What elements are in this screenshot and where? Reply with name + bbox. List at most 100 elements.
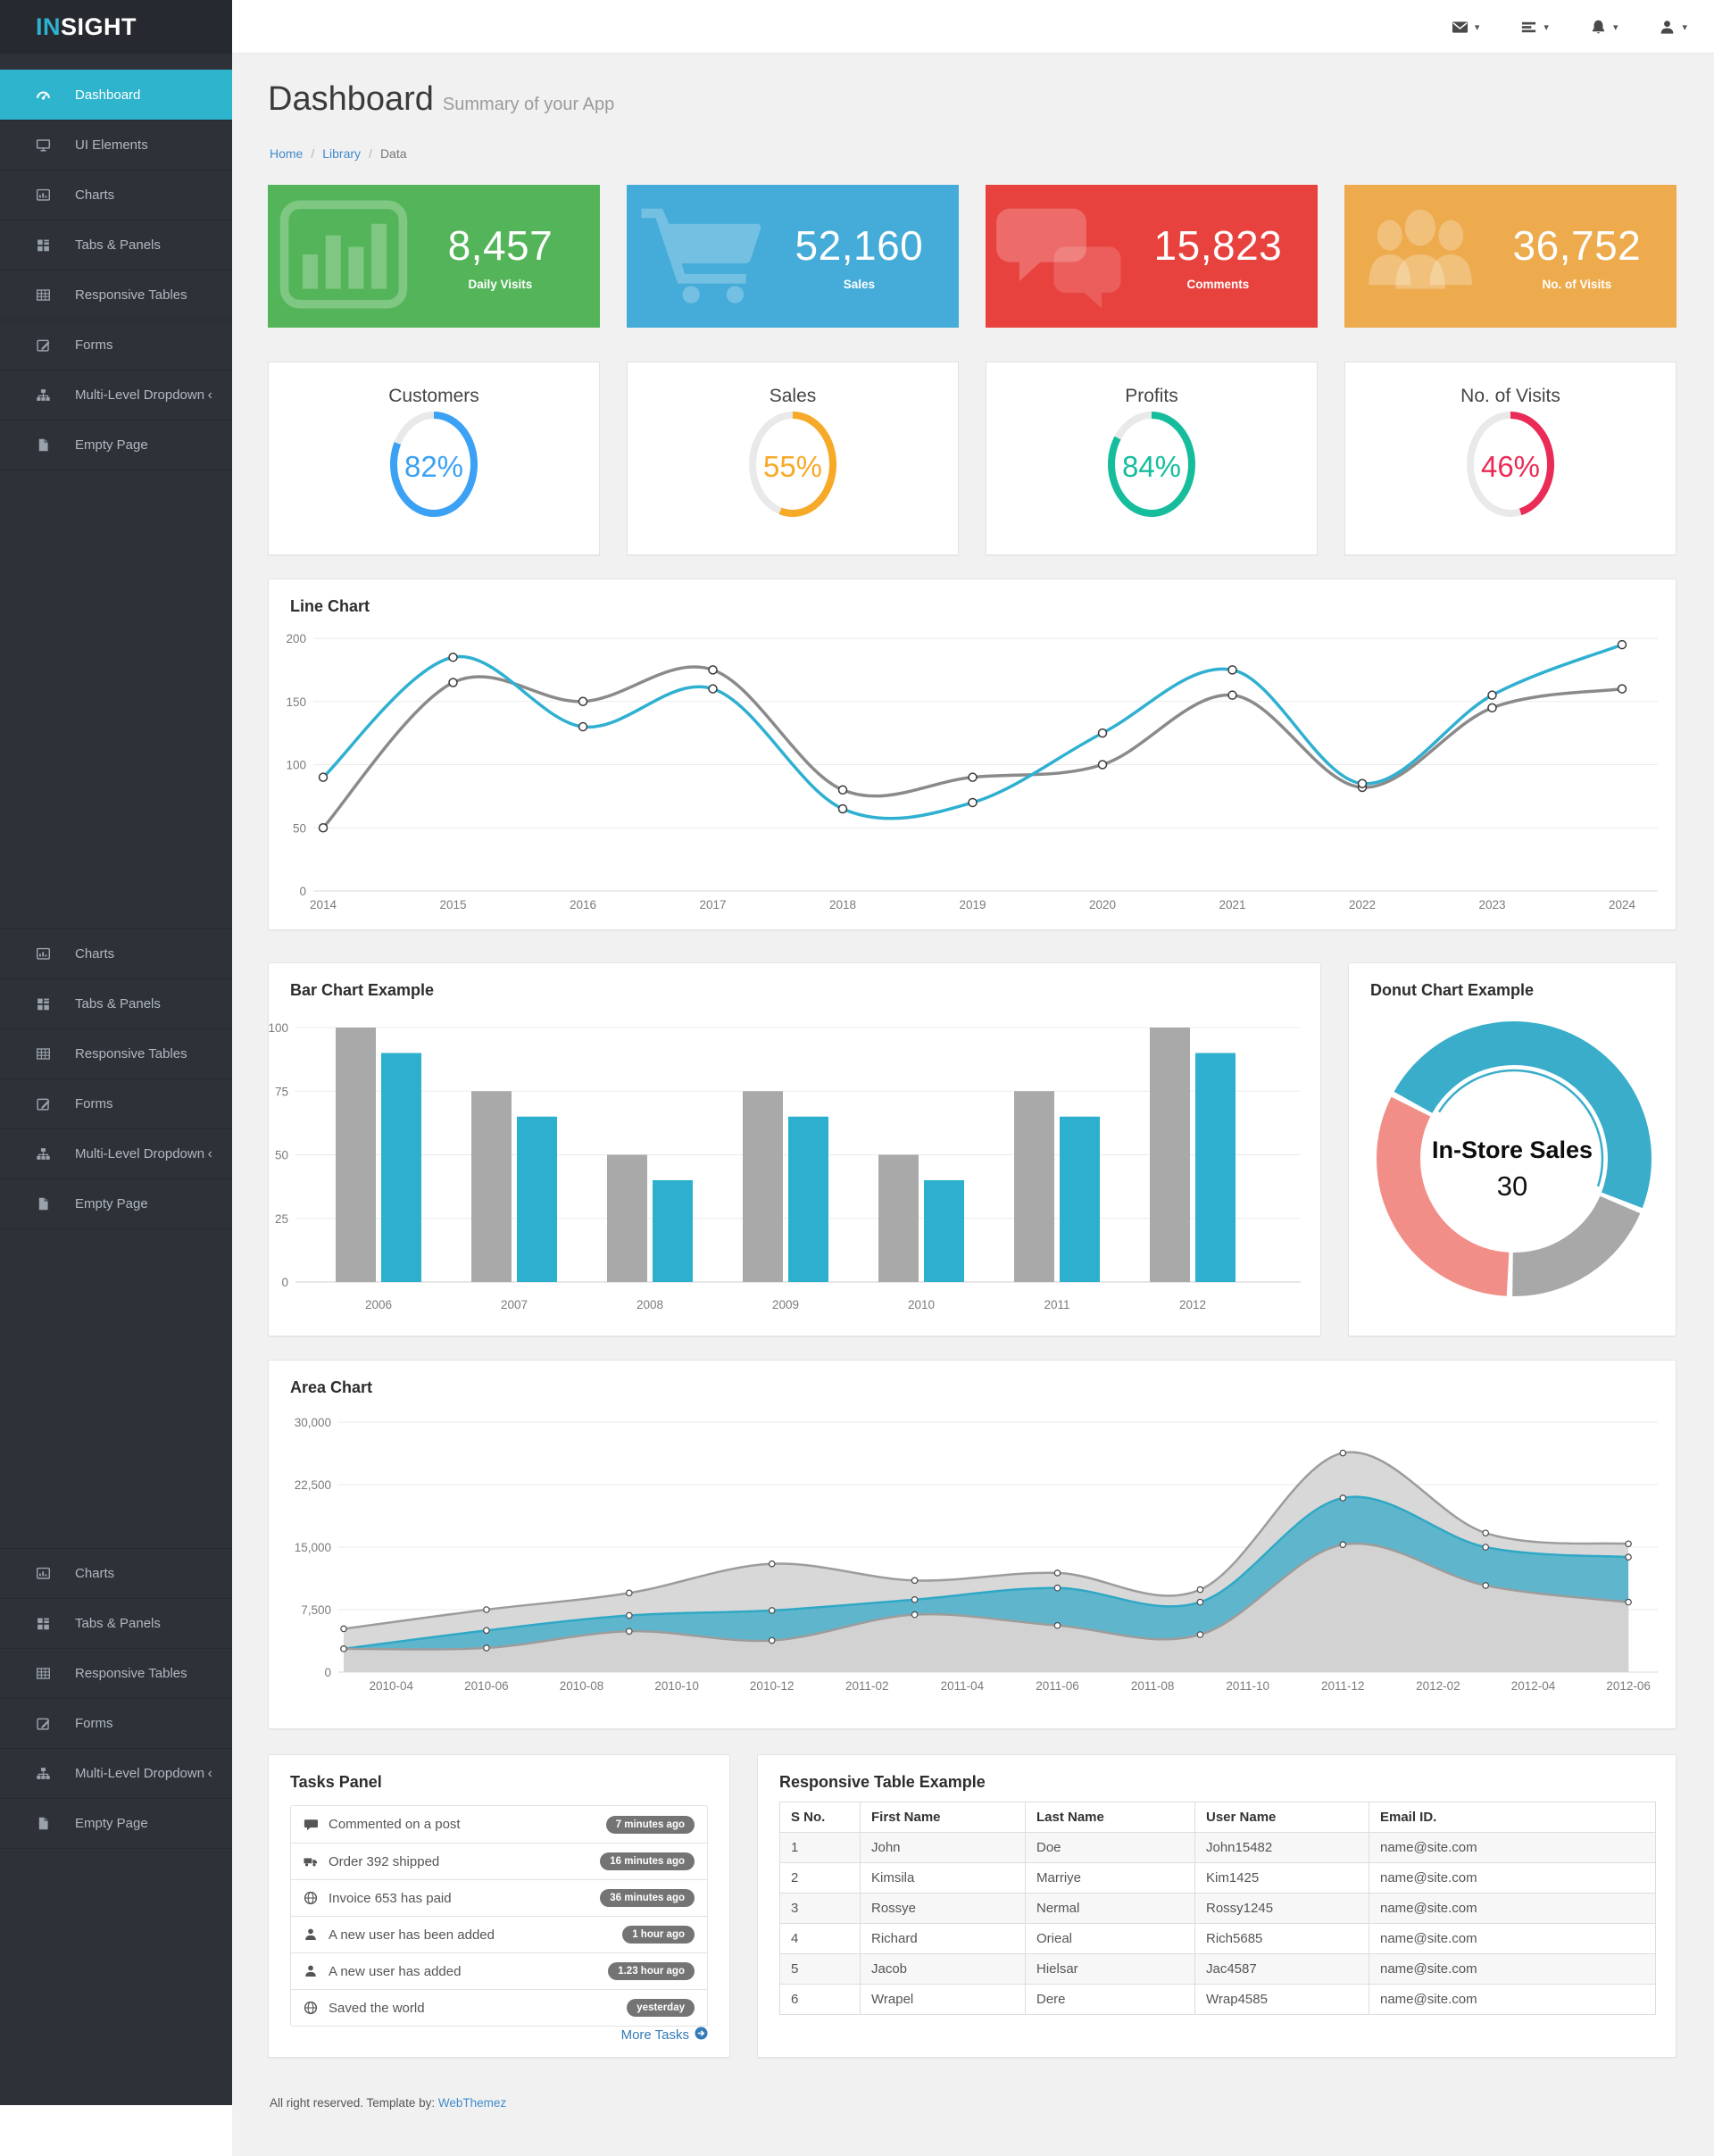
stat-value: 52,160 [795,222,924,269]
table-cell: Hielsar [1025,1953,1195,1985]
stat-label: Comments [1186,278,1250,291]
svg-text:0: 0 [324,1666,331,1679]
area-chart-panel: Area Chart 0 7,500 15,000 22,500 30,000 2010-… [268,1360,1677,1729]
sidebar-item-tabs-panels[interactable]: Tabs & Panels [0,978,232,1028]
sidebar-item-forms[interactable]: Forms [0,1078,232,1128]
table-header-first-name: First Name [860,1802,1026,1833]
table-cell: Rossy1245 [1194,1893,1369,1924]
sidebar-nav: Dashboard UI Elements Charts Tabs & Panels R… [0,54,232,2105]
sidebar-item-ui-elements[interactable]: UI Elements [0,120,232,170]
svg-text:2017: 2017 [699,898,726,912]
sidebar-item-multi-level-dropdown[interactable]: Multi-Level Dropdown ‹ [0,370,232,420]
sidebar-item-dashboard[interactable]: Dashboard [0,70,232,120]
page-head: Dashboard Summary of your App [268,80,614,119]
sidebar-item-empty-page[interactable]: Empty Page [0,420,232,470]
sidebar-item-empty-page[interactable]: Empty Page [0,1798,232,1848]
stat-card-daily-visits[interactable]: 8,457 Daily Visits [268,185,600,328]
gauge-card-no-of-visits: No. of Visits 46% [1344,362,1677,555]
breadcrumb-library[interactable]: Library [322,146,362,161]
sidebar-item-multi-level-dropdown[interactable]: Multi-Level Dropdown ‹ [0,1128,232,1178]
gauge-ring-no-of-visits: 46% [1457,407,1564,523]
stat-label: Daily Visits [468,278,533,291]
mail-icon [1452,19,1469,36]
sidebar-item-forms[interactable]: Forms [0,1698,232,1748]
table-cell: name@site.com [1369,1832,1656,1863]
footer-text: All right reserved. Template by: [270,2096,436,2110]
main-content: Dashboard Summary of your App Home / Librar… [232,54,1714,2156]
task-row[interactable]: Invoice 653 has paid 36 minutes ago [291,1879,707,1916]
sidebar-item-label: Forms [75,337,113,353]
area-chart-title: Area Chart [290,1378,373,1396]
table-cell: name@site.com [1369,1923,1656,1954]
task-text: Invoice 653 has paid [329,1890,452,1906]
table-cell: Richard [860,1923,1026,1954]
stat-label: Sales [843,278,876,291]
stat-card-no-of-visits[interactable]: 36,752 No. of Visits [1344,185,1677,328]
sidebar-item-label: Tabs & Panels [75,996,161,1011]
table-cell: Doe [1025,1832,1195,1863]
task-row[interactable]: Commented on a post 7 minutes ago [291,1806,707,1843]
table-row: 6 Wrapel Dere Wrap4585 name@site.com [779,1984,1656,2015]
sidebar-item-multi-level-dropdown[interactable]: Multi-Level Dropdown ‹ [0,1748,232,1798]
globe-icon [304,2001,321,2015]
brand-accent: IN [36,13,61,40]
sidebar-item-label: Responsive Tables [75,1046,187,1061]
task-row[interactable]: A new user has added 1.23 hour ago [291,1952,707,1989]
brand-logo[interactable]: INSIGHT [0,0,232,54]
table-header-s-no: S No. [779,1802,861,1833]
header-tasks-menu[interactable]: ▾ [1520,19,1549,36]
chart-icon [34,1566,52,1581]
stat-value: 36,752 [1512,222,1642,269]
stat-card-comments[interactable]: 15,823 Comments [986,185,1318,328]
comment-watermark-icon [994,196,1128,318]
sidebar-item-forms[interactable]: Forms [0,320,232,370]
table-cell: Kimsila [860,1862,1026,1894]
stat-card-sales[interactable]: 52,160 Sales [627,185,959,328]
breadcrumb-data: Data [379,146,407,161]
svg-text:2010-04: 2010-04 [370,1679,414,1693]
task-row[interactable]: A new user has been added 1 hour ago [291,1916,707,1952]
table-row: 5 Jacob Hielsar Jac4587 name@site.com [779,1953,1656,1985]
svg-text:2012-04: 2012-04 [1511,1679,1556,1693]
sidebar-item-label: Charts [75,1566,115,1581]
sidebar-item-responsive-tables[interactable]: Responsive Tables [0,1028,232,1078]
task-time-badge: 36 minutes ago [600,1889,695,1907]
footer-link[interactable]: WebThemez [437,2096,507,2110]
tabs-icon [34,237,52,253]
stat-card-text: 15,823 Comments [1119,185,1318,328]
donut-center-value: 30 [1496,1170,1528,1202]
svg-text:2014: 2014 [310,898,337,912]
stat-card-text: 36,752 No. of Visits [1477,185,1677,328]
tasks-panel: Tasks Panel Commented on a post 7 minutes… [268,1754,730,2058]
sidebar-item-charts[interactable]: Charts [0,170,232,220]
breadcrumb-home[interactable]: Home [270,146,304,161]
svg-text:2012-06: 2012-06 [1606,1679,1651,1693]
task-text: A new user has been added [329,1927,495,1943]
table-cell: 4 [779,1923,861,1954]
sidebar-item-responsive-tables[interactable]: Responsive Tables [0,1648,232,1698]
sidebar-item-label: Dashboard [75,87,141,103]
desktop-icon [34,137,52,153]
bars-watermark-icon [277,196,411,318]
chevron-down-icon: ▾ [1543,21,1549,33]
sidebar-item-tabs-panels[interactable]: Tabs & Panels [0,220,232,270]
task-row[interactable]: Order 392 shipped 16 minutes ago [291,1843,707,1879]
header-bell-menu[interactable]: ▾ [1590,19,1618,36]
gauge-percent: 84% [1121,450,1182,483]
sidebar-item-empty-page[interactable]: Empty Page [0,1178,232,1228]
svg-text:2007: 2007 [501,1298,528,1311]
sidebar-item-charts[interactable]: Charts [0,1548,232,1598]
sidebar-item-charts[interactable]: Charts [0,928,232,978]
header-mail-menu[interactable]: ▾ [1452,19,1479,36]
sidebar-item-tabs-panels[interactable]: Tabs & Panels [0,1598,232,1648]
sidebar-item-label: Empty Page [75,1816,148,1831]
more-tasks-link[interactable]: More Tasks [621,2027,708,2044]
header-user-menu[interactable]: ▾ [1659,19,1687,36]
gauge-title: No. of Visits [1460,386,1560,406]
sidebar-item-responsive-tables[interactable]: Responsive Tables [0,270,232,320]
tasks-icon [1520,19,1537,36]
sidebar-group-3: Charts Tabs & Panels Responsive Tables Form… [0,1548,232,1849]
stat-card-text: 8,457 Daily Visits [401,185,600,328]
sidebar-item-label: Forms [75,1096,113,1111]
task-row[interactable]: Saved the world yesterday [291,1989,707,2026]
